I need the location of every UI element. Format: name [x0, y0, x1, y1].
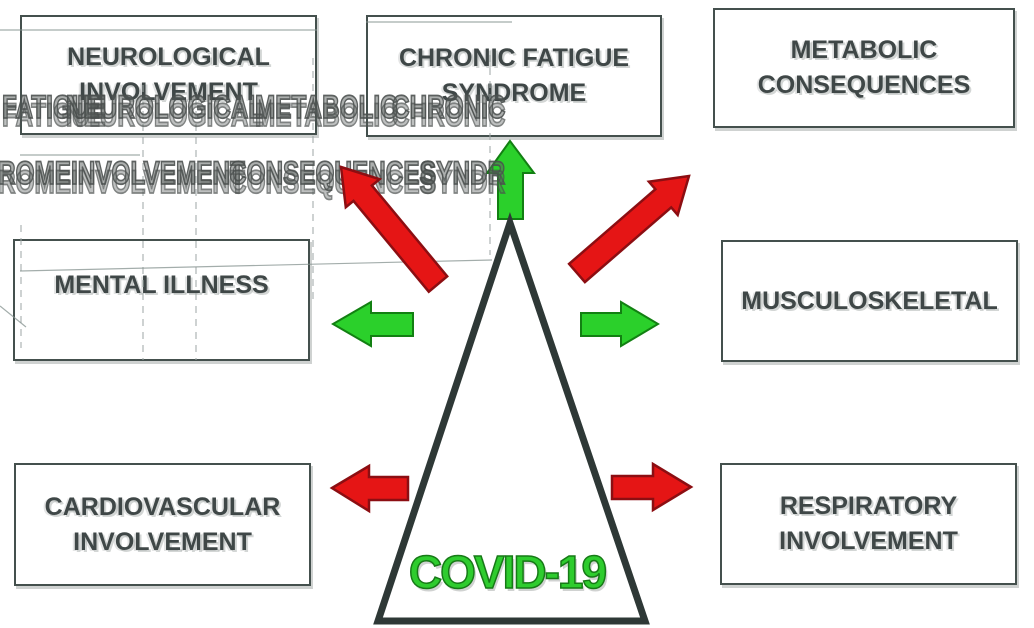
box-label: METABOLIC CONSEQUENCES [757, 36, 971, 99]
red-arrows [329, 165, 694, 514]
box-label: CARDIOVASCULAR INVOLVEMENT [44, 492, 281, 556]
box-label: MUSCULOSKELETAL [741, 286, 998, 315]
box-metabolic-consequences: METABOLIC CONSEQUENCES [713, 8, 1015, 128]
box-label: MENTAL ILLNESS [54, 270, 269, 299]
arrow-up-right-red-icon [567, 174, 691, 284]
ghost-text-word: CHRONIC [391, 89, 506, 125]
ghost-chevron-artifact [498, 281, 527, 299]
box-mental-illness: MENTAL ILLNESS [13, 239, 310, 361]
ghost-text-word: METABOLIC [254, 89, 398, 125]
box-label: RESPIRATORY INVOLVEMENT [779, 492, 958, 555]
ghost-text-word: FATIGUE [1, 89, 106, 125]
arrow-left-red-icon [329, 463, 410, 514]
arrow-right-green-icon [580, 300, 660, 348]
ghost-text-word: ROME [0, 155, 72, 191]
ghost-text-word: INVOLVEMENT [70, 155, 245, 191]
box-respiratory-involvement: RESPIRATORY INVOLVEMENT [720, 463, 1017, 585]
ghost-text-word: INVOLVEMENT [70, 164, 245, 200]
arrow-left-green-icon [331, 300, 414, 348]
box-musculoskeletal: MUSCULOSKELETAL [721, 240, 1018, 362]
ghost-text-word: METABOLIC [254, 97, 398, 133]
box-label: NEUROLOGICAL INVOLVEMENT [67, 43, 270, 106]
ghost-text-word: FATIGUE [1, 97, 106, 133]
box-cardiovascular-involvement: CARDIOVASCULAR INVOLVEMENT [14, 463, 311, 586]
ghost-text-word: SYNDR [419, 164, 506, 200]
arrow-right-red-icon [610, 461, 694, 513]
ghost-text-word: CONSEQUENCES [228, 164, 436, 200]
ghost-text-word: NEUROLOGICAL [65, 89, 264, 125]
box-label: CHRONIC FATIGUE SYNDROME [398, 44, 630, 107]
box-neurological-involvement: NEUROLOGICAL INVOLVEMENT [20, 15, 317, 135]
box-chronic-fatigue-syndrome: CHRONIC FATIGUE SYNDROME [366, 15, 662, 137]
ghost-text-word: CHRONIC [391, 97, 506, 133]
ghost-text-word: ROME [0, 164, 72, 200]
covid-19-label: COVID-19 [408, 545, 608, 599]
ghost-text-word: NEUROLOGICAL [65, 97, 264, 133]
